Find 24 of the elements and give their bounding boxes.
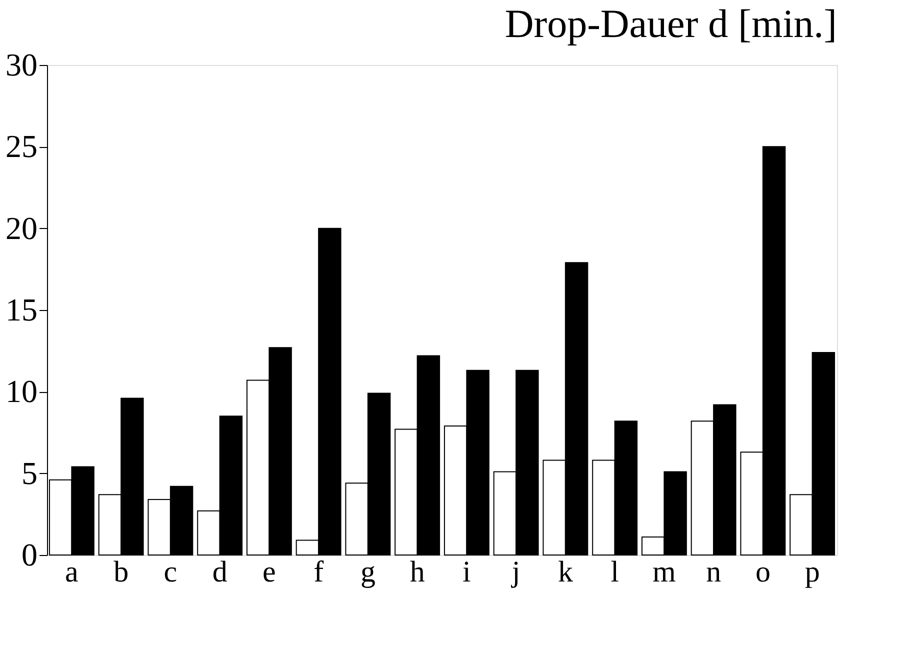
x-tick-label: g (360, 556, 376, 588)
y-tick-label: 0 (22, 536, 38, 572)
x-tick-label: f (314, 556, 324, 588)
x-tick-label: e (262, 556, 276, 588)
x-tick-label: a (65, 556, 78, 588)
y-tick-label: 30 (6, 46, 38, 82)
x-tick-label: b (114, 556, 129, 588)
x-tick-label: d (212, 556, 228, 588)
x-tick-label: i (462, 556, 471, 588)
y-tick-label: 20 (6, 210, 38, 246)
y-tick-label: 15 (6, 292, 38, 328)
x-tick-label: p (804, 556, 820, 588)
x-tick-label: m (652, 556, 676, 588)
x-tick-label: k (558, 556, 573, 588)
y-tick-label: 5 (22, 454, 38, 491)
y-tick-label: 10 (6, 373, 38, 410)
chart-title: Drop-Dauer d [min.] (504, 1, 837, 46)
x-tick-label: c (164, 556, 178, 588)
x-tick-label: n (706, 556, 722, 588)
x-tick-label: o (755, 556, 770, 588)
y-tick-label: 25 (6, 128, 38, 164)
x-tick-label: j (510, 556, 520, 588)
x-tick-label: h (410, 556, 425, 588)
x-tick-label: l (610, 556, 619, 588)
